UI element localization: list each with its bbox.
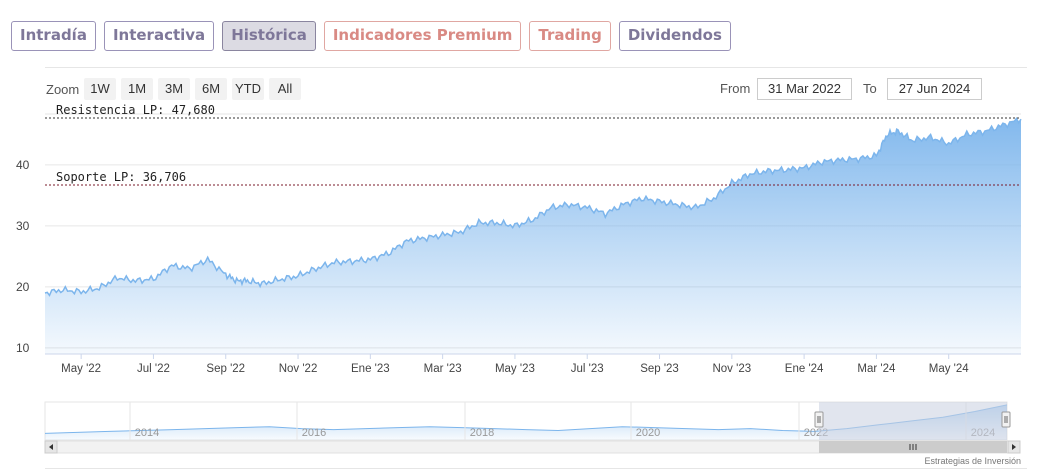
series-area [45,118,1021,355]
zoom-button-1w[interactable]: 1W [84,78,116,100]
x-tick-label: May '22 [61,363,101,375]
y-tick-label: 30 [16,219,30,233]
navigator-year-label: 2014 [135,427,159,439]
to-date-input[interactable]: 27 Jun 2024 [887,78,982,100]
zoom-label: Zoom [46,82,80,97]
x-tick-label: Nov '22 [279,363,318,375]
resistance-label: Resistencia LP: 47,680 [56,103,215,117]
from-label: From [720,81,751,96]
tab-histórica[interactable]: Histórica [222,21,316,51]
zoom-button-1m[interactable]: 1M [121,78,153,100]
scroll-left-arrow-icon [49,444,53,450]
x-tick-label: Jul '23 [571,363,604,375]
divider [45,468,1027,469]
navigator-area [45,404,1007,440]
x-tick-label: May '24 [929,363,970,375]
support-label: Soporte LP: 36,706 [56,170,186,184]
x-tick-label: Sep '22 [206,363,245,375]
tab-interactiva[interactable]: Interactiva [103,21,215,51]
zoom-button-ytd[interactable]: YTD [232,78,264,100]
series-line [44,117,1022,297]
y-tick-label: 20 [16,280,30,294]
navigator-handle-left[interactable] [814,411,824,428]
x-tick-label: Ene '23 [351,363,390,375]
navigator-year-label: 2018 [470,427,494,439]
zoom-button-all[interactable]: All [269,78,301,100]
credit-text: Estrategias de Inversión [924,456,1021,466]
to-label: To [863,81,877,96]
tab-dividendos[interactable]: Dividendos [618,21,731,51]
x-tick-label: Mar '24 [857,363,896,375]
zoom-button-6m[interactable]: 6M [195,78,227,100]
y-tick-label: 40 [16,158,30,172]
scroll-right-arrow-icon [1012,444,1016,450]
x-tick-label: Ene '24 [785,363,824,375]
navigator-selection [819,402,1007,440]
zoom-button-3m[interactable]: 3M [158,78,190,100]
divider [45,67,1027,68]
x-tick-label: Sep '23 [640,363,679,375]
navigator-year-label: 2016 [302,427,326,439]
navigator-handle-right[interactable] [1001,411,1011,428]
x-tick-label: Nov '23 [712,363,751,375]
x-tick-label: Jul '22 [137,363,170,375]
y-tick-label: 10 [16,341,30,355]
tab-bar: Intradía Interactiva Histórica Indicadores … [11,21,739,51]
x-tick-label: Mar '23 [424,363,462,375]
navigator-year-label: 2020 [636,427,660,439]
tab-indicadores-premium[interactable]: Indicadores Premium [323,21,522,51]
tab-trading[interactable]: Trading [529,21,611,51]
x-tick-label: May '23 [495,363,535,375]
tab-intradía[interactable]: Intradía [11,21,96,51]
from-date-input[interactable]: 31 Mar 2022 [757,78,852,100]
